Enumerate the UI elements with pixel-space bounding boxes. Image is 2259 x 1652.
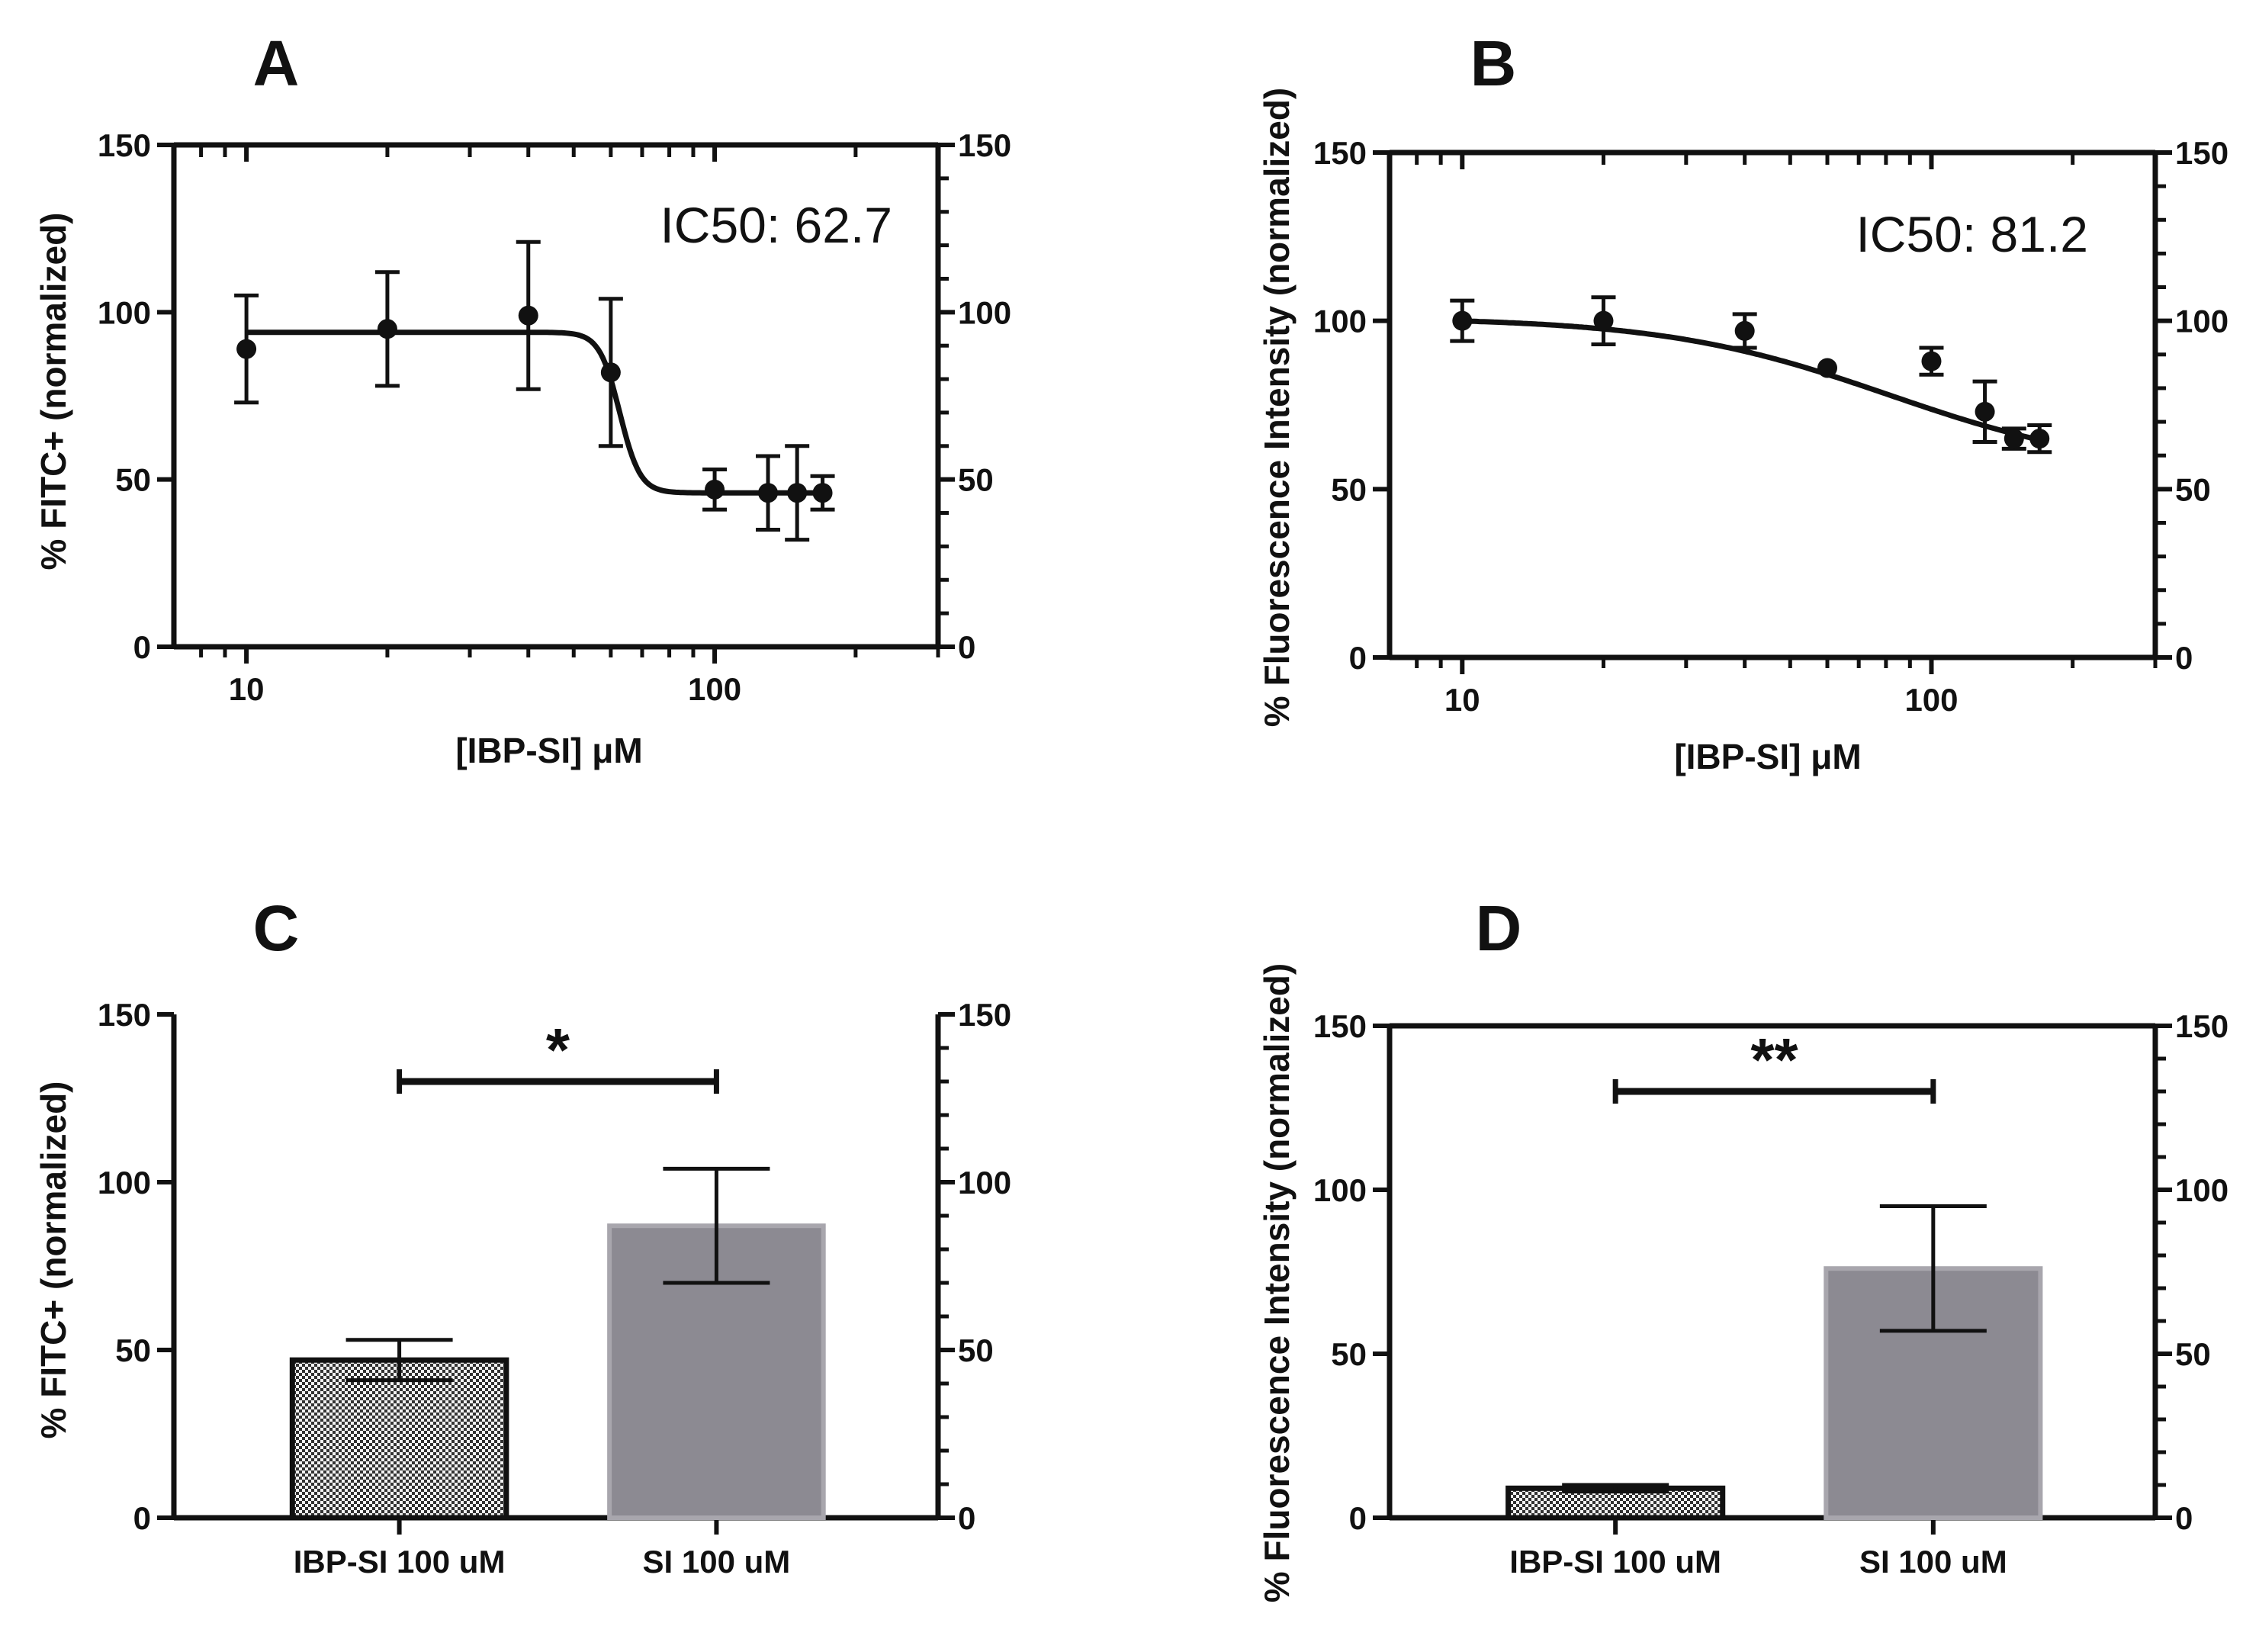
panel-a-data-point	[758, 483, 779, 503]
panel-c-bar-hatched	[289, 1357, 509, 1521]
panel-b-data-point	[1734, 320, 1755, 341]
panel-c-x-tick-label: IBP-SI 100 uM	[294, 1544, 506, 1580]
panel-a-fit-curve	[246, 329, 829, 496]
panel-a-left-y-tick-label: 50	[115, 462, 151, 498]
panel-d-right-y-tick-label: 0	[2175, 1500, 2193, 1536]
panel-d-left-y-tick-label: 100	[1313, 1172, 1367, 1208]
panel-a-marks	[234, 239, 835, 542]
panel-b-right-y-tick-label: 50	[2175, 471, 2211, 507]
panel-d-left-y-tick-label: 150	[1313, 1008, 1367, 1044]
panel-b-right-y-tick-label: 0	[2175, 640, 2193, 676]
panel-a-right-y-tick-label: 0	[958, 629, 975, 665]
panel-c-bar-chart: C 0 0 50 50 100 100 150 150 IBP-SI 100 uM SI 100 …	[34, 892, 1011, 1580]
panel-b-data-point	[2029, 429, 2050, 449]
panel-b-data-point	[2004, 429, 2024, 449]
panel-a-data-point	[787, 483, 808, 503]
panel-b-data-point	[1921, 351, 1942, 371]
panel-a-left-y-tick-label: 100	[98, 294, 151, 330]
panel-b-fit-curve	[1462, 318, 2046, 444]
panel-d-marks: **	[1505, 1026, 2043, 1521]
panel-a-data-point	[236, 339, 257, 359]
panel-b-right-y-tick-label: 100	[2175, 304, 2228, 339]
panel-a-ic50-annotation: IC50: 62.7	[660, 197, 892, 253]
panel-c-y-axis-label: % FITC+ (normalized)	[34, 1082, 73, 1439]
panel-d-significance-label: **	[1750, 1026, 1798, 1094]
panel-b-letter: B	[1470, 27, 1517, 99]
panel-c-left-y-tick-label: 0	[133, 1500, 151, 1536]
panel-c-right-y-tick-label: 0	[958, 1500, 975, 1536]
panel-b-data-point	[1975, 401, 1995, 422]
panel-a-data-point	[600, 362, 621, 383]
panel-b-left-y-tick-label: 50	[1331, 471, 1367, 507]
panel-c-left-y-tick-label: 100	[98, 1165, 151, 1200]
panel-c-left-y-tick-label: 50	[115, 1332, 151, 1368]
panel-c-significance-label: *	[546, 1016, 570, 1084]
panel-c-right-y-tick-label: 100	[958, 1165, 1011, 1200]
panel-b-x-tick-label: 100	[1904, 682, 1958, 718]
panel-d-x-tick-label: SI 100 uM	[1859, 1544, 2007, 1580]
panel-b-data-point	[1593, 310, 1614, 331]
panel-a-axes: 0 0 50 50 100 100 150 150 10 100	[98, 127, 1011, 707]
panel-a-right-y-tick-label: 50	[958, 462, 994, 498]
panel-a-y-axis-label: % FITC+ (normalized)	[34, 213, 73, 570]
panel-a-left-y-tick-label: 0	[133, 629, 151, 665]
panel-d-letter: D	[1476, 892, 1522, 964]
panel-d-x-tick-label: IBP-SI 100 uM	[1509, 1544, 1721, 1580]
panel-d-left-y-tick-label: 0	[1349, 1500, 1367, 1536]
panel-c-marks: *	[289, 1016, 826, 1521]
panel-a-x-axis-label: [IBP-SI] μM	[455, 731, 642, 770]
panel-b-y-axis-label: % Fluorescence Intensity (normalized)	[1257, 88, 1297, 727]
panel-d-right-y-tick-label: 100	[2175, 1172, 2228, 1208]
panel-b-left-y-tick-label: 150	[1313, 135, 1367, 171]
panel-a-letter: A	[253, 27, 300, 99]
panel-a-left-y-tick-label: 150	[98, 127, 151, 163]
panel-b-marks	[1450, 295, 2052, 455]
panel-d-left-y-tick-label: 50	[1331, 1336, 1367, 1372]
panel-b-x-tick-label: 10	[1444, 682, 1480, 718]
panel-a-data-point	[705, 479, 725, 500]
panel-a-scatter-chart: A 0 0 50 50 100 100 150 150 10 100 IC50: 62.7 [IB…	[34, 27, 1011, 770]
panel-c-letter: C	[253, 892, 300, 964]
panel-a-right-y-tick-label: 150	[958, 127, 1011, 163]
panel-d-bar-chart: D 0 0 50 50 100 100 150 150 IBP-SI 100 uM SI 100 …	[1257, 892, 2228, 1602]
panel-d-bar-hatched	[1505, 1485, 1726, 1521]
panel-b-left-y-tick-label: 0	[1349, 640, 1367, 676]
panel-b-data-point	[1817, 358, 1838, 378]
panel-d-right-y-tick-label: 150	[2175, 1008, 2228, 1044]
panel-c-x-tick-label: SI 100 uM	[643, 1544, 791, 1580]
panel-c-right-y-tick-label: 150	[958, 997, 1011, 1033]
panel-b-left-y-tick-label: 100	[1313, 304, 1367, 339]
panel-a-right-y-tick-label: 100	[958, 294, 1011, 330]
panel-a-data-point	[812, 483, 833, 503]
panel-c-right-y-tick-label: 50	[958, 1332, 994, 1368]
panel-b-data-point	[1452, 310, 1473, 331]
panel-d-y-axis-label: % Fluorescence Intensity (normalized)	[1257, 963, 1297, 1602]
panel-d-right-y-tick-label: 50	[2175, 1336, 2211, 1372]
panel-b-x-axis-label: [IBP-SI] μM	[1674, 737, 1861, 776]
panel-b-ic50-annotation: IC50: 81.2	[1856, 206, 2088, 262]
panel-b-right-y-tick-label: 150	[2175, 135, 2228, 171]
panel-c-left-y-tick-label: 150	[98, 997, 151, 1033]
panel-a-data-point	[377, 319, 397, 339]
panel-b-axes: 0 0 50 50 100 100 150 150 10 100	[1313, 135, 2228, 718]
panel-a-x-tick-label: 100	[688, 671, 741, 707]
panel-b-scatter-chart: B 0 0 50 50 100 100 150 150 10 100 IC50: 81.2 [IB…	[1257, 27, 2228, 776]
panel-a-data-point	[518, 305, 538, 326]
panel-a-x-tick-label: 10	[229, 671, 265, 707]
